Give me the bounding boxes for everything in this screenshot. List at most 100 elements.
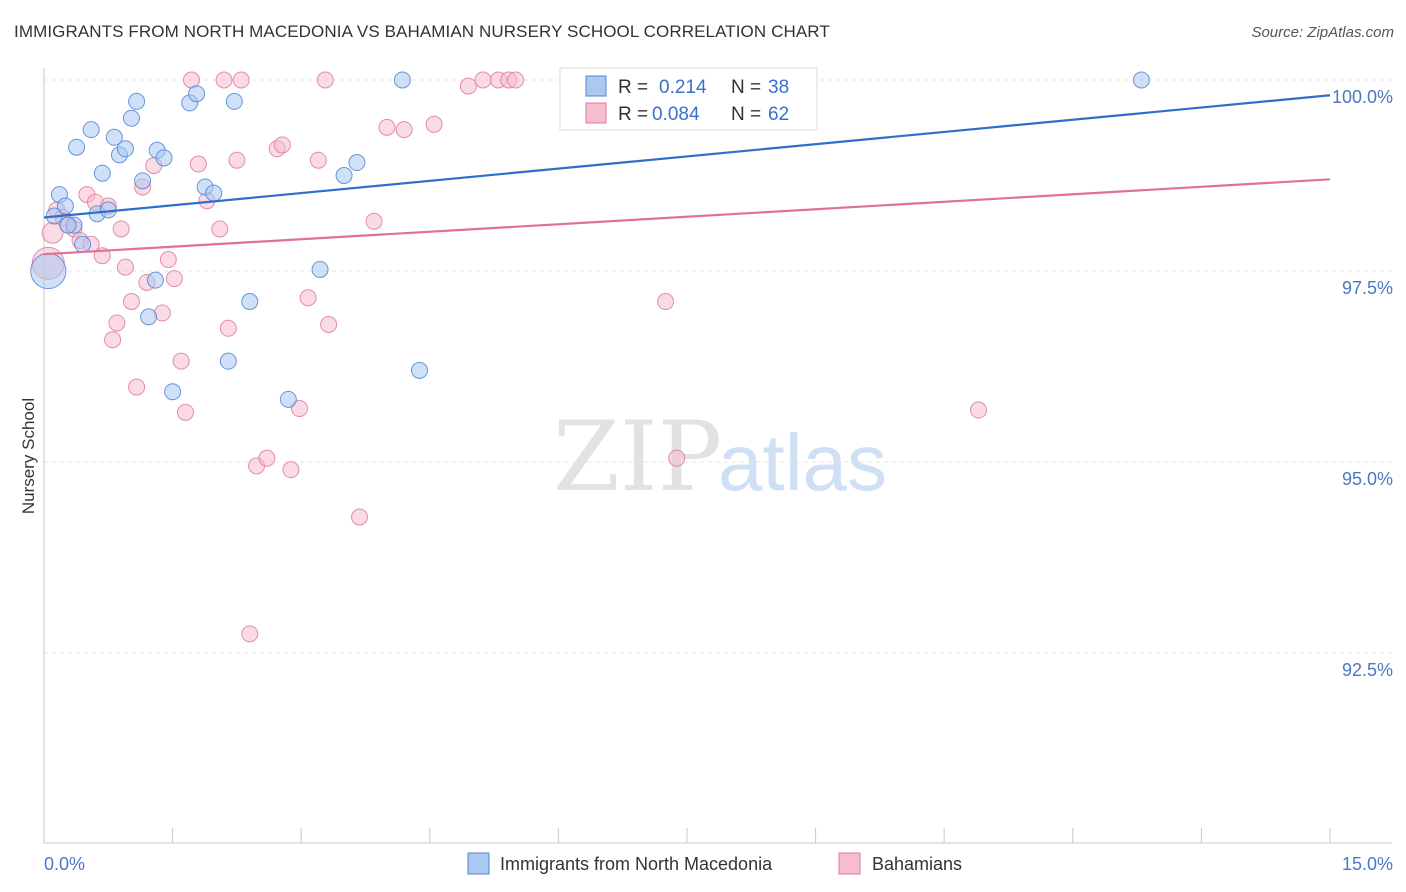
point-bahamians-12	[104, 331, 122, 349]
point-bahamians-58	[657, 293, 675, 311]
point-bahamians-24	[172, 352, 190, 370]
point-north-macedonia-28	[241, 293, 259, 311]
point-north-macedonia-21	[164, 383, 182, 401]
point-bahamians-44	[320, 315, 338, 333]
legend-swatch-pink	[585, 102, 607, 124]
point-north-macedonia-33	[393, 71, 411, 89]
trend-line-bahamians	[43, 178, 1331, 256]
point-bahamians-31	[219, 319, 237, 337]
point-bahamians-29	[211, 220, 229, 238]
point-bahamians-32	[228, 151, 246, 169]
trend-lines	[43, 94, 1331, 256]
point-bahamians-45	[350, 508, 368, 526]
point-bahamians-48	[395, 121, 413, 139]
point-bahamians-43	[316, 71, 334, 89]
point-bahamians-33	[232, 71, 250, 89]
point-bahamians-51	[474, 71, 492, 89]
series-legend: Immigrants from North Macedonia Bahamian…	[467, 852, 962, 875]
bottom-legend-swatch-pink	[838, 852, 861, 875]
point-bahamians-47	[378, 118, 396, 136]
bottom-legend-swatch-blue	[467, 852, 490, 875]
point-north-macedonia-9	[93, 164, 111, 182]
legend-r-label-pink: R =	[618, 104, 648, 125]
point-north-macedonia-34	[411, 361, 429, 379]
y-tick-labels: 100.0% 97.5% 95.0% 92.5%	[1332, 87, 1393, 680]
x-tick-label-0: 0.0%	[44, 854, 85, 874]
point-bahamians-41	[299, 289, 317, 307]
watermark-zip: ZIP	[553, 401, 722, 513]
point-north-macedonia-13	[116, 140, 134, 158]
point-north-macedonia-30	[311, 260, 329, 278]
point-bahamians-25	[176, 403, 194, 421]
bottom-legend-label-pink: Bahamians	[872, 854, 962, 874]
stats-legend: R = 0.214 N = 38 R = 0.084 N = 62	[559, 67, 818, 131]
legend-n-value-blue: 38	[768, 77, 789, 98]
point-bahamians-42	[309, 151, 327, 169]
legend-n-label-pink: N =	[731, 104, 761, 125]
point-bahamians-46	[365, 212, 383, 230]
point-north-macedonia-26	[219, 352, 237, 370]
watermark: ZIP atlas	[553, 401, 887, 513]
gridlines	[44, 79, 1392, 654]
point-north-macedonia-5	[68, 138, 86, 156]
point-bahamians-50	[459, 77, 477, 95]
legend-r-label-blue: R =	[618, 77, 648, 98]
point-north-macedonia-14	[122, 109, 140, 127]
legend-n-value-pink: 62	[768, 104, 789, 125]
point-north-macedonia-37	[59, 216, 77, 234]
point-north-macedonia-16	[134, 172, 152, 190]
point-bahamians-27	[189, 155, 207, 173]
y-tick-label-2: 95.0%	[1342, 469, 1393, 489]
point-north-macedonia-7	[82, 121, 100, 139]
point-bahamians-17	[128, 378, 146, 396]
point-bahamians-14	[112, 220, 130, 238]
point-bahamians-39	[282, 461, 300, 479]
point-bahamians-60	[969, 401, 987, 419]
point-bahamians-38	[273, 136, 291, 154]
y-tick-label-1: 97.5%	[1342, 278, 1393, 298]
point-bahamians-34	[241, 625, 259, 643]
point-north-macedonia-18	[146, 271, 164, 289]
point-north-macedonia-20	[155, 149, 173, 167]
point-bahamians-54	[507, 71, 525, 89]
point-bahamians-16	[122, 293, 140, 311]
point-north-macedonia-3	[56, 197, 74, 215]
y-tick-label-3: 92.5%	[1342, 660, 1393, 680]
watermark-atlas: atlas	[718, 418, 887, 507]
series-bahamians-points	[31, 71, 987, 643]
point-bahamians-22	[159, 251, 177, 269]
point-bahamians-30	[215, 71, 233, 89]
point-north-macedonia-0	[30, 252, 67, 290]
x-ticks	[43, 828, 1331, 843]
bottom-legend-label-blue: Immigrants from North Macedonia	[500, 854, 773, 874]
trend-line-north-macedonia	[43, 94, 1331, 219]
x-tick-labels: 0.0% 15.0%	[44, 854, 1393, 874]
source-credit: Source: ZipAtlas.com	[1251, 24, 1394, 41]
y-axis-title: Nursery School	[19, 398, 38, 514]
y-tick-label-0: 100.0%	[1332, 87, 1393, 107]
point-north-macedonia-15	[128, 92, 146, 110]
point-bahamians-23	[165, 270, 183, 288]
point-bahamians-49	[425, 115, 443, 133]
point-north-macedonia-29	[279, 390, 297, 408]
legend-r-value-blue: 0.214	[659, 77, 707, 98]
axes	[43, 68, 1392, 844]
point-bahamians-59	[668, 449, 686, 467]
x-tick-label-1: 15.0%	[1342, 854, 1393, 874]
point-north-macedonia-36	[1132, 71, 1150, 89]
point-north-macedonia-31	[335, 167, 353, 184]
point-north-macedonia-23	[188, 85, 206, 103]
point-north-macedonia-32	[348, 154, 366, 172]
point-bahamians-40	[290, 400, 308, 418]
point-bahamians-13	[108, 314, 126, 332]
point-north-macedonia-27	[225, 92, 243, 110]
legend-swatch-blue	[585, 75, 607, 97]
legend-r-value-pink: 0.084	[652, 104, 700, 125]
point-north-macedonia-25	[205, 184, 223, 202]
point-north-macedonia-11	[105, 128, 123, 146]
point-north-macedonia-17	[140, 308, 158, 326]
chart-title: IMMIGRANTS FROM NORTH MACEDONIA VS BAHAM…	[14, 22, 830, 41]
legend-n-label-blue: N =	[731, 77, 761, 98]
point-north-macedonia-6	[74, 235, 92, 253]
